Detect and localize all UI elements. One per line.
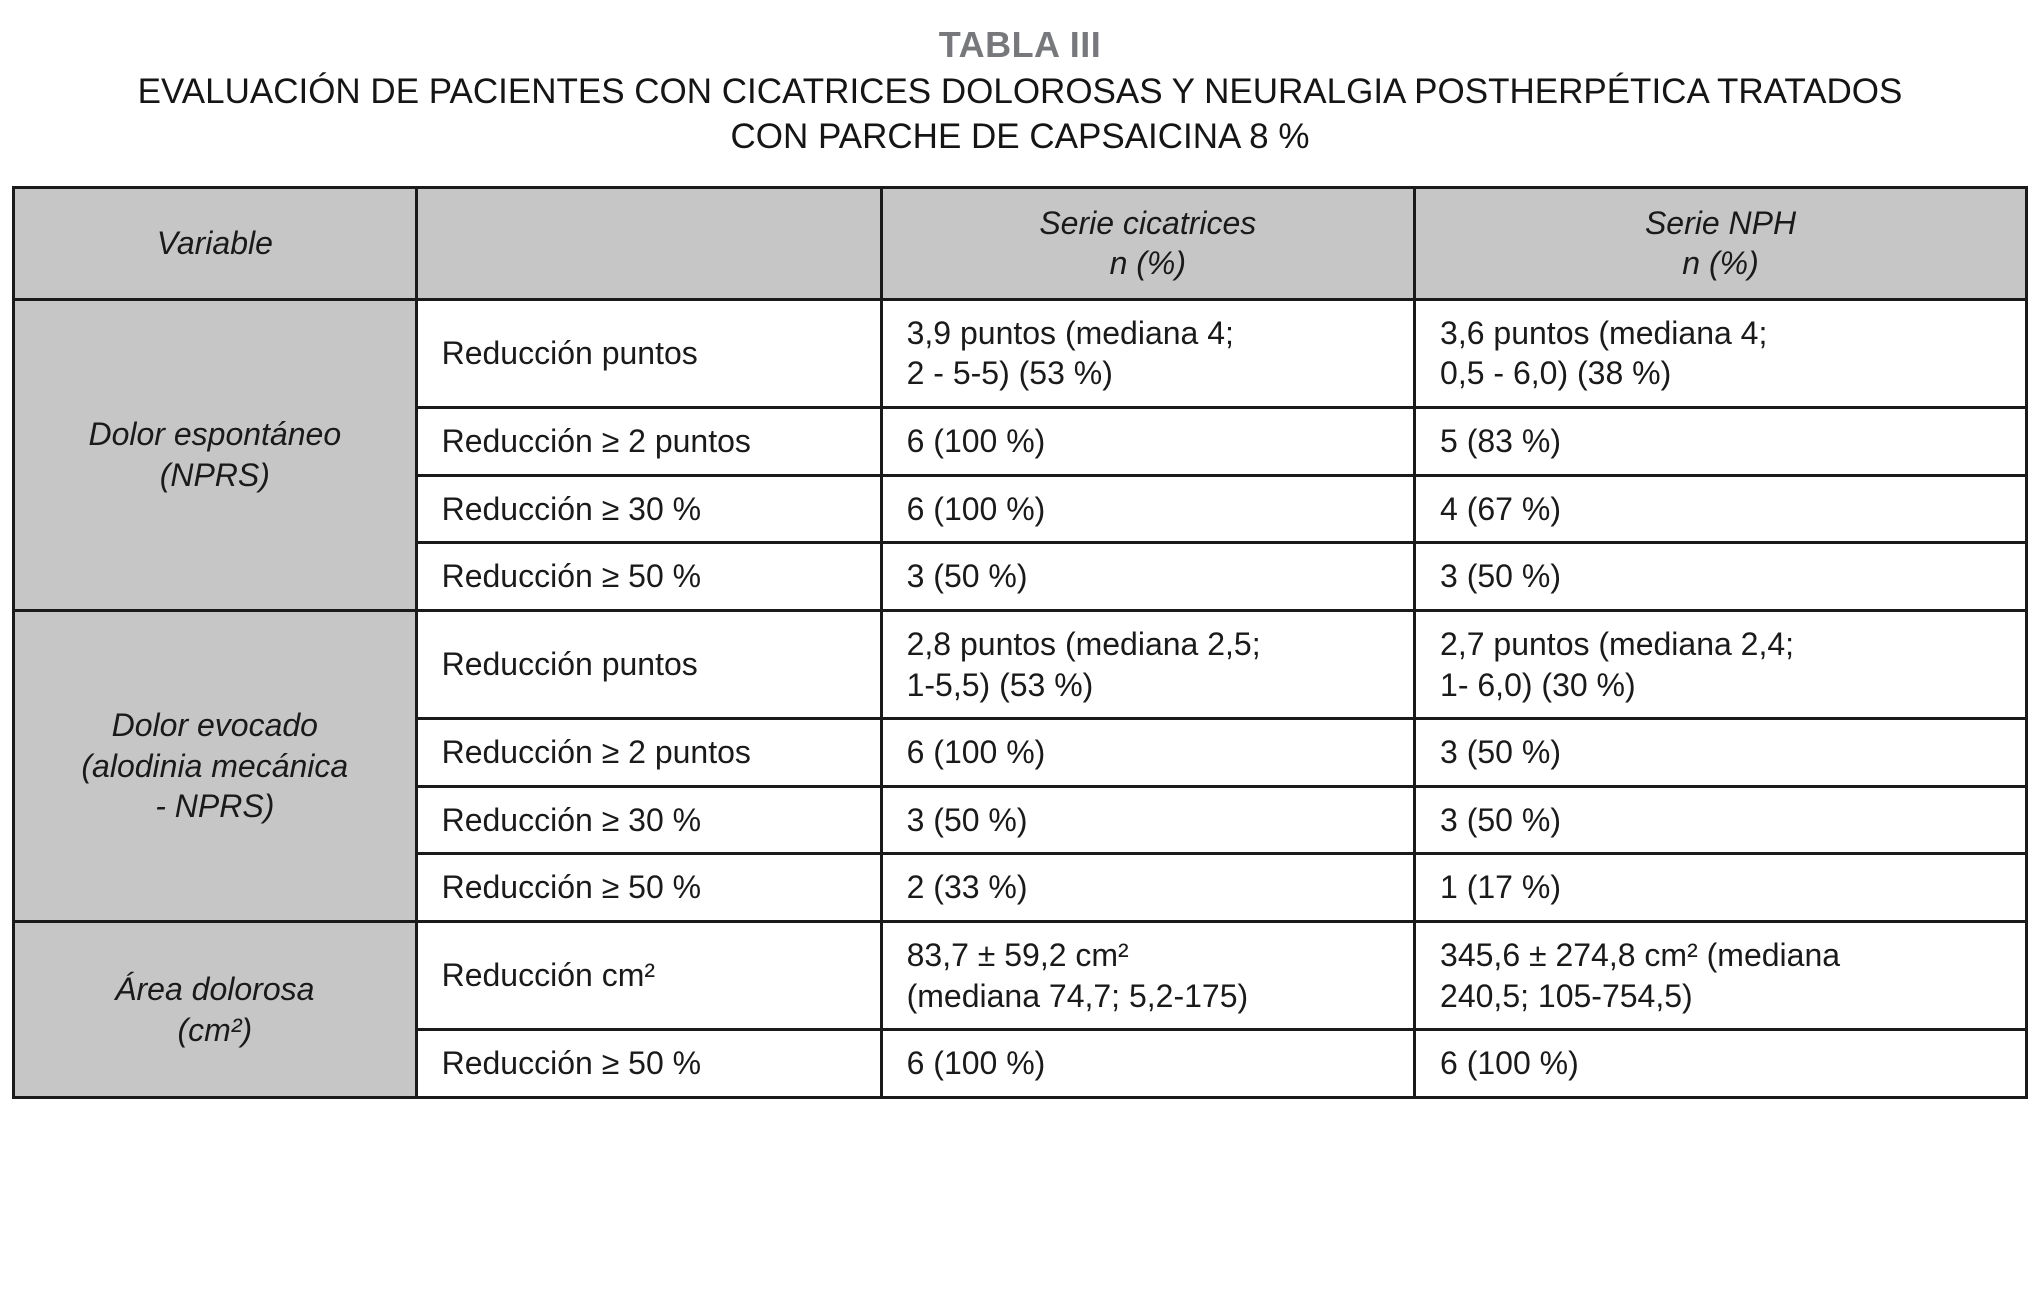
table-row: Reducción ≥ 30 % 3 (50 %) 3 (50 %) — [14, 784, 2028, 856]
metric-label-cell: Reducción puntos — [414, 297, 883, 410]
nph-value-cell: 1 (17 %) — [1413, 852, 2028, 924]
table-subtitle-line2: CON PARCHE DE CAPSAICINA 8 % — [730, 116, 1310, 156]
table-row: Reducción ≥ 30 % 6 (100 %) 4 (67 %) — [14, 473, 2028, 545]
cicatrices-value-cell: 3 (50 %) — [879, 784, 1417, 856]
table-row: Área dolorosa (cm²) Reducción cm² 83,7 ±… — [12, 920, 2028, 1099]
nph-value-cell: 5 (83 %) — [1413, 406, 2028, 477]
table-row: Reducción ≥ 2 puntos 6 (100 %) 5 (83 %) — [14, 406, 2028, 477]
header-serie-nph: Serie NPH n (%) — [1413, 185, 2028, 301]
cicatrices-value-cell: 6 (100 %) — [879, 1028, 1417, 1099]
nph-value-cell: 6 (100 %) — [1413, 1028, 2028, 1099]
title-block: TABLA III EVALUACIÓN DE PACIENTES CON CI… — [12, 24, 2028, 160]
variable-cell-dolor-espontaneo: Dolor espontáneo (NPRS) — [12, 297, 418, 612]
metric-label-cell: Reducción ≥ 2 puntos — [414, 406, 883, 477]
nph-value-cell: 3 (50 %) — [1413, 784, 2028, 856]
nph-value-cell: 4 (67 %) — [1413, 473, 2028, 545]
metric-label-cell: Reducción puntos — [414, 608, 883, 721]
metric-label-cell: Reducción cm² — [414, 920, 883, 1032]
table-subtitle-line1: EVALUACIÓN DE PACIENTES CON CICATRICES D… — [137, 72, 1903, 111]
metric-label-cell: Reducción ≥ 50 % — [414, 1028, 883, 1099]
table-row: Dolor espontáneo (NPRS) Reducción puntos… — [12, 297, 2028, 612]
cicatrices-value-cell: 6 (100 %) — [879, 717, 1417, 788]
nph-value-cell: 3 (50 %) — [1413, 717, 2028, 788]
variable-cell-area-dolorosa: Área dolorosa (cm²) — [12, 920, 418, 1099]
results-table: Variable Serie cicatrices n (%) Serie NP… — [12, 185, 2028, 1099]
metric-label-cell: Reducción ≥ 30 % — [414, 473, 883, 545]
table-row: Reducción ≥ 50 % 3 (50 %) 3 (50 %) — [14, 541, 2028, 612]
table-row: Reducción ≥ 50 % 6 (100 %) 6 (100 %) — [14, 1028, 2028, 1099]
table-header-row: Variable Serie cicatrices n (%) Serie NP… — [12, 185, 2028, 301]
nph-value-cell: 3 (50 %) — [1413, 541, 2028, 612]
header-serie-cicatrices: Serie cicatrices n (%) — [879, 185, 1417, 301]
cicatrices-value-cell: 3 (50 %) — [879, 541, 1417, 612]
nph-value-cell: 3,6 puntos (mediana 4; 0,5 - 6,0) (38 %) — [1413, 297, 2028, 410]
variable-cell-dolor-evocado: Dolor evocado (alodinia mecánica - NPRS) — [12, 608, 418, 924]
header-variable: Variable — [12, 185, 418, 301]
cicatrices-value-cell: 6 (100 %) — [879, 473, 1417, 545]
cicatrices-value-cell: 6 (100 %) — [879, 406, 1417, 477]
header-empty — [414, 185, 883, 301]
metric-label-cell: Reducción ≥ 30 % — [414, 784, 883, 856]
metric-label-cell: Reducción ≥ 50 % — [414, 852, 883, 924]
cicatrices-value-cell: 83,7 ± 59,2 cm² (mediana 74,7; 5,2-175) — [879, 920, 1417, 1032]
nph-value-cell: 345,6 ± 274,8 cm² (mediana 240,5; 105-75… — [1413, 920, 2028, 1032]
cicatrices-value-cell: 2,8 puntos (mediana 2,5; 1-5,5) (53 %) — [879, 608, 1417, 721]
table-row: Reducción ≥ 2 puntos 6 (100 %) 3 (50 %) — [14, 717, 2028, 788]
cicatrices-value-cell: 2 (33 %) — [879, 852, 1417, 924]
table-row: Reducción ≥ 50 % 2 (33 %) 1 (17 %) — [14, 852, 2028, 924]
metric-label-cell: Reducción ≥ 50 % — [414, 541, 883, 612]
metric-label-cell: Reducción ≥ 2 puntos — [414, 717, 883, 788]
table-row: Dolor evocado (alodinia mecánica - NPRS)… — [12, 608, 2028, 924]
nph-value-cell: 2,7 puntos (mediana 2,4; 1- 6,0) (30 %) — [1413, 608, 2028, 721]
cicatrices-value-cell: 3,9 puntos (mediana 4; 2 - 5-5) (53 %) — [879, 297, 1417, 410]
table-title: TABLA III — [938, 24, 1102, 65]
